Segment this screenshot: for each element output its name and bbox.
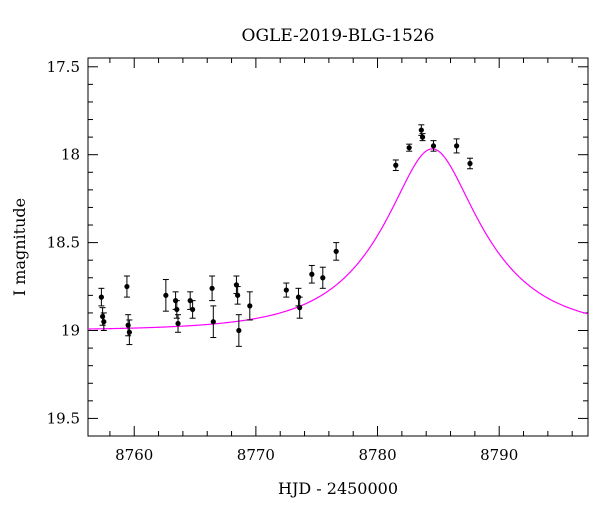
- point-marker: [126, 329, 132, 335]
- point-marker: [124, 283, 130, 290]
- plot-frame: [87, 57, 589, 437]
- point-marker: [247, 303, 253, 309]
- data-point: [392, 159, 399, 172]
- data-point: [430, 140, 437, 152]
- data-point: [419, 133, 426, 142]
- data-point: [189, 300, 196, 319]
- y-tick-label: 19.5: [47, 409, 80, 427]
- data-point: [233, 275, 240, 295]
- y-axis-label: I magnitude: [10, 198, 29, 296]
- data-point: [162, 279, 169, 312]
- point-marker: [419, 134, 426, 140]
- x-tick-label: 8770: [237, 446, 275, 464]
- point-marker: [393, 162, 399, 168]
- point-marker: [283, 287, 289, 293]
- data-point: [235, 314, 242, 347]
- data-point: [453, 138, 460, 154]
- point-marker: [174, 306, 180, 313]
- x-axis-label: HJD - 2450000: [278, 479, 398, 498]
- point-marker: [125, 322, 131, 328]
- data-point: [175, 314, 182, 333]
- point-marker: [101, 319, 107, 325]
- point-marker: [418, 127, 424, 133]
- data-point: [333, 242, 340, 261]
- y-tick-label: 19: [61, 322, 80, 340]
- data-point: [319, 266, 326, 289]
- point-marker: [209, 285, 215, 291]
- x-tick-label: 8790: [480, 446, 518, 464]
- data-point: [283, 282, 290, 298]
- data-point: [209, 275, 216, 302]
- x-tick-label: 8760: [115, 446, 153, 464]
- point-marker: [236, 327, 242, 334]
- data-point: [173, 300, 180, 319]
- data-points-group: [98, 124, 473, 347]
- point-marker: [98, 294, 104, 300]
- data-point: [126, 319, 133, 346]
- data-point: [98, 287, 105, 307]
- data-point: [123, 275, 130, 298]
- data-point: [466, 157, 473, 170]
- data-point: [296, 296, 303, 319]
- point-marker: [99, 313, 106, 320]
- point-marker: [333, 248, 339, 254]
- point-marker: [430, 143, 437, 149]
- point-marker: [175, 320, 181, 327]
- point-marker: [320, 275, 326, 281]
- point-marker: [309, 271, 315, 277]
- axis-tick-labels: 8760 8770 8780 8790 17.5 18 18.5 19 19.5: [47, 58, 519, 464]
- point-marker: [406, 145, 412, 151]
- data-point: [100, 312, 107, 332]
- model-curve-group: [87, 148, 589, 330]
- y-tick-label: 18.5: [47, 234, 80, 252]
- point-marker: [190, 306, 196, 313]
- point-marker: [210, 319, 216, 325]
- data-point: [406, 143, 413, 152]
- data-point: [234, 286, 241, 305]
- model-curve: [87, 148, 589, 330]
- data-point: [210, 305, 217, 339]
- axis-ticks: [88, 58, 588, 436]
- point-marker: [467, 160, 473, 167]
- point-marker: [163, 292, 169, 298]
- chart-title: OGLE-2019-BLG-1526: [242, 26, 435, 46]
- point-marker: [235, 292, 241, 298]
- data-point: [246, 291, 253, 321]
- y-tick-label: 17.5: [47, 58, 80, 76]
- y-tick-label: 18: [61, 146, 80, 164]
- data-point: [308, 264, 315, 284]
- point-marker: [297, 305, 303, 311]
- x-tick-label: 8780: [358, 446, 396, 464]
- point-marker: [454, 143, 460, 149]
